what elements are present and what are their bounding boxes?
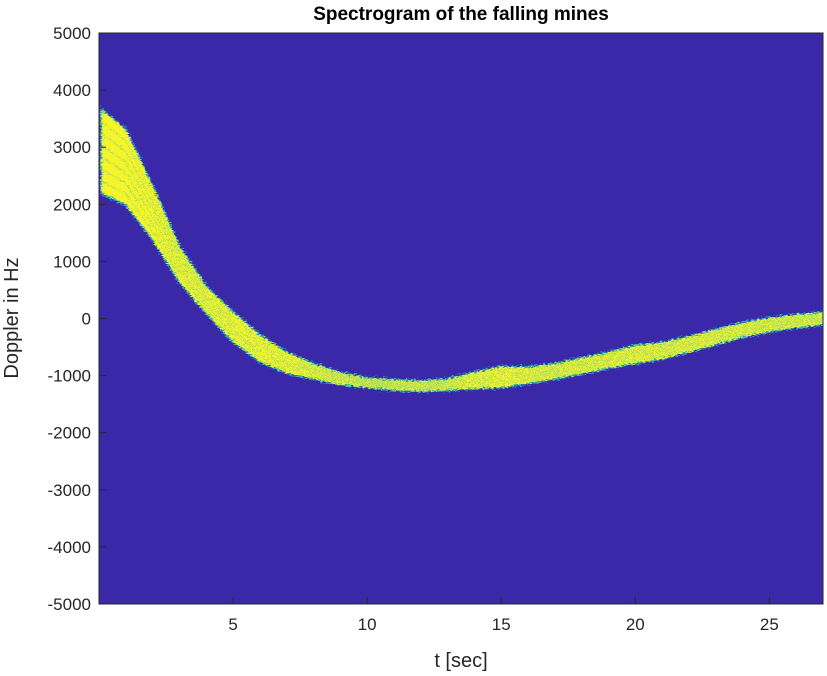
x-axis-ticks: 5 10 15 20 25	[228, 597, 779, 634]
y-tick-label: -4000	[48, 538, 91, 557]
y-tick-label: 2000	[53, 195, 91, 214]
signal-striation	[101, 133, 823, 385]
x-tick-label: 20	[626, 615, 645, 634]
x-tick-label: 5	[228, 615, 237, 634]
y-tick-label: -1000	[48, 367, 91, 386]
y-tick-label: -5000	[48, 595, 91, 614]
y-tick-label: -2000	[48, 424, 91, 443]
signal-band-layer	[100, 106, 823, 393]
y-axis-ticks: 5000 4000 3000 2000 1000 0 -1000 -2000 -3000 -400…	[48, 24, 106, 614]
y-tick-label: 0	[82, 310, 91, 329]
spectrogram-plot-area	[99, 33, 823, 604]
signal-striation	[101, 145, 823, 386]
signal-striation	[101, 157, 823, 388]
chart-title: Spectrogram of the falling mines	[313, 4, 609, 25]
y-tick-label: 4000	[53, 81, 91, 100]
y-axis-label: Doppler in Hz	[1, 257, 23, 378]
signal-striation	[101, 180, 823, 391]
signal-striation	[101, 121, 823, 384]
signal-striation	[101, 168, 823, 389]
y-tick-label: 5000	[53, 24, 91, 43]
x-axis-label: t [sec]	[434, 650, 487, 672]
x-tick-label: 15	[492, 615, 511, 634]
x-tick-label: 25	[760, 615, 779, 634]
x-tick-label: 10	[358, 615, 377, 634]
y-tick-label: 1000	[53, 252, 91, 271]
y-tick-label: 3000	[53, 138, 91, 157]
y-tick-label: -3000	[48, 481, 91, 500]
